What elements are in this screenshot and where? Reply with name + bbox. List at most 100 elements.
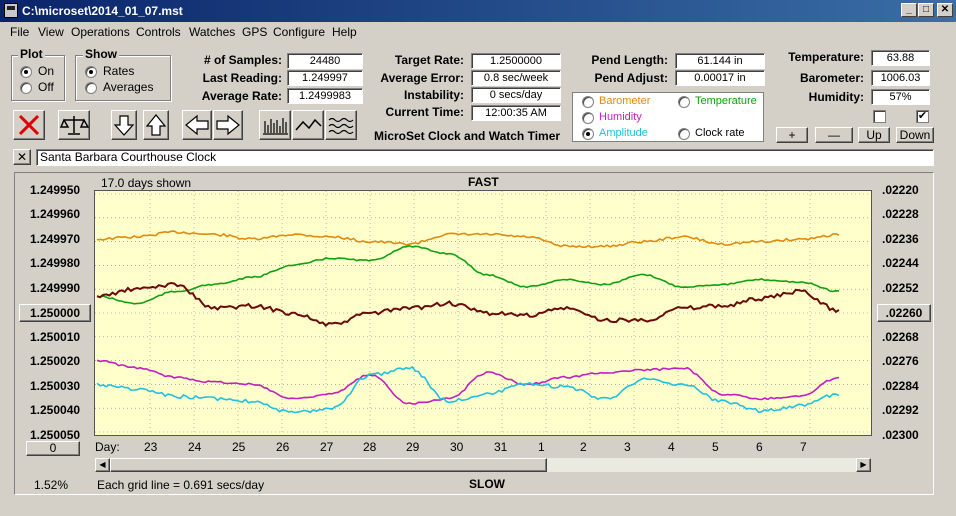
pend-length-field: 61.144 in <box>675 53 765 69</box>
y-left-tick: 1.250050 <box>30 428 81 442</box>
y-right-tick: .02252 <box>882 281 919 295</box>
horizontal-scrollbar[interactable]: ◀ ▶ <box>94 457 872 473</box>
y-right-tick: .02276 <box>882 354 919 368</box>
humidity-option-label: Humidity <box>599 111 642 123</box>
y-left-tick: 1.250010 <box>30 330 81 344</box>
menu-view[interactable]: View <box>38 25 64 39</box>
y-right-tick: .02236 <box>882 232 919 246</box>
line-graph-icon <box>295 118 322 131</box>
series-line <box>96 230 840 249</box>
pend-length-label: Pend Length: <box>591 53 668 67</box>
title-bar: C:\microset\2014_01_07.mst _ □ ✕ <box>0 0 956 22</box>
last-reading-label: Last Reading: <box>202 71 282 85</box>
clock-rate-option-label: Clock rate <box>695 127 745 139</box>
minus-button[interactable]: — <box>815 127 853 143</box>
instability-label: Instability: <box>403 88 464 102</box>
bars-view-button[interactable] <box>259 110 291 140</box>
show-group-title: Show <box>83 47 119 61</box>
maximize-button[interactable]: □ <box>918 3 934 17</box>
line-view-button[interactable] <box>292 110 324 140</box>
balance-button[interactable] <box>58 110 90 140</box>
plot-options-box <box>572 92 764 142</box>
clock-name-field[interactable]: Santa Barbara Courthouse Clock <box>36 149 934 166</box>
bar-graph-icon <box>263 118 288 135</box>
menu-configure[interactable]: Configure <box>273 25 326 39</box>
stop-button[interactable] <box>13 110 45 140</box>
x-axis-title: Day: <box>95 440 120 454</box>
x-tick: 3 <box>624 440 631 454</box>
arrow-right-button[interactable] <box>213 110 243 140</box>
amplitude-option-label: Amplitude <box>599 127 648 139</box>
menu-bar: File View Operations Controls Watches GP… <box>0 22 956 42</box>
zero-button[interactable]: 0 <box>26 441 80 456</box>
current-time-field: 12:00:35 AM <box>471 105 561 121</box>
menu-help[interactable]: Help <box>332 25 357 39</box>
amplitude-radio[interactable] <box>582 128 594 140</box>
arrow-left-button[interactable] <box>182 110 212 140</box>
arrow-left-icon <box>185 114 209 136</box>
temperature-field: 63.88 <box>871 50 930 66</box>
pend-adjust-field: 0.00017 in <box>675 70 765 86</box>
menu-operations[interactable]: Operations <box>71 25 130 39</box>
humidity-radio[interactable] <box>582 112 594 124</box>
center-left-button[interactable]: 1.250000 <box>19 304 91 322</box>
menu-controls[interactable]: Controls <box>136 25 181 39</box>
plot-off-radio[interactable] <box>20 82 32 94</box>
barometer-radio[interactable] <box>582 96 594 108</box>
show-rates-label: Rates <box>103 64 135 78</box>
center-right-button[interactable]: .02260 <box>877 304 931 322</box>
menu-watches[interactable]: Watches <box>189 25 236 39</box>
menu-file[interactable]: File <box>10 25 30 39</box>
scroll-left-button[interactable]: ◀ <box>95 458 110 472</box>
temperature-label: Temperature: <box>788 50 864 64</box>
show-averages-radio[interactable] <box>85 82 97 94</box>
average-rate-label: Average Rate: <box>201 89 282 103</box>
scroll-thumb[interactable] <box>110 458 547 472</box>
arrow-right-icon <box>216 114 240 136</box>
instability-field: 0 secs/day <box>471 87 561 103</box>
up-button[interactable]: Up <box>858 127 890 143</box>
plot-area[interactable] <box>94 190 872 436</box>
plot-on-radio[interactable] <box>20 66 32 78</box>
target-rate-field[interactable]: 1.2500000 <box>471 53 561 69</box>
temperature-radio[interactable] <box>678 96 690 108</box>
scroll-right-button[interactable]: ▶ <box>856 458 871 472</box>
current-time-label: Current Time: <box>385 105 464 119</box>
average-error-label: Average Error: <box>380 71 464 85</box>
minimize-button[interactable]: _ <box>901 3 917 17</box>
arrow-down-icon <box>113 115 135 136</box>
x-tick: 28 <box>363 440 377 454</box>
arrow-up-button[interactable] <box>143 110 169 140</box>
y-left-tick: 1.249950 <box>30 183 81 197</box>
humidity-label: Humidity: <box>808 90 864 104</box>
x-tick: 7 <box>800 440 807 454</box>
arrow-down-button[interactable] <box>111 110 137 140</box>
y-right-tick: .02292 <box>882 403 919 417</box>
red-x-icon <box>18 114 40 136</box>
chart-svg <box>95 191 871 435</box>
plus-button[interactable]: + <box>776 127 808 143</box>
y-right-tick: .02244 <box>882 256 919 270</box>
plot-on-label: On <box>38 64 55 78</box>
sensor-checkbox-2[interactable]: ✔ <box>916 110 929 123</box>
arrow-up-icon <box>145 114 167 136</box>
grid-note-label: Each grid line = 0.691 secs/day <box>97 478 265 492</box>
clear-clock-button[interactable]: ✕ <box>13 149 31 165</box>
slow-label: SLOW <box>469 477 505 491</box>
down-button[interactable]: Down <box>896 127 934 143</box>
series-line <box>96 359 840 405</box>
wave-view-button[interactable] <box>325 110 357 140</box>
average-rate-field: 1.2499983 <box>287 88 363 104</box>
clock-rate-radio[interactable] <box>678 128 690 140</box>
y-left-tick: 1.249970 <box>30 232 81 246</box>
x-tick: 2 <box>580 440 587 454</box>
x-tick: 27 <box>320 440 334 454</box>
humidity-field: 57% <box>871 89 930 105</box>
show-group <box>75 55 171 101</box>
series-line <box>96 281 840 327</box>
sensor-checkbox-1[interactable] <box>873 110 886 123</box>
show-rates-radio[interactable] <box>85 66 97 78</box>
window-title: C:\microset\2014_01_07.mst <box>22 4 183 18</box>
menu-gps[interactable]: GPS <box>242 25 268 39</box>
close-window-button[interactable]: ✕ <box>937 3 953 17</box>
